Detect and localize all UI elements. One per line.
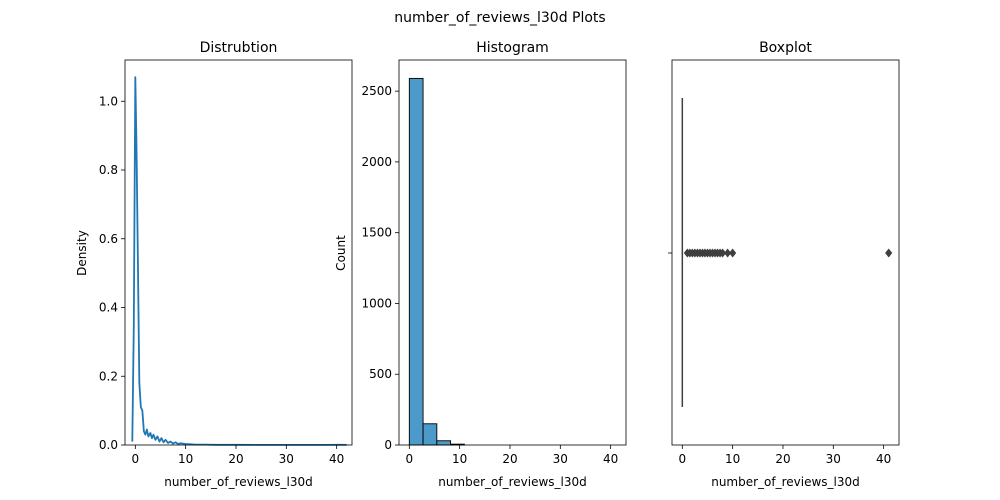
boxplot-outlier: [718, 248, 727, 258]
distribution-ytick-label: 0.0: [99, 438, 118, 452]
distribution-xtick-label: 20: [228, 452, 243, 466]
distribution-panel: Distrubtion 0 10 20 30 400.00.20.40.60.81.0 …: [75, 40, 353, 489]
distribution-ytick-label: 0.2: [99, 369, 118, 383]
distribution-ylabel: Density: [75, 230, 89, 276]
histogram-xtick-label: 20: [502, 452, 517, 466]
histogram-title: Histogram: [476, 40, 549, 56]
distribution-xtick-label: 10: [178, 452, 193, 466]
histogram-plot-area: 0 10 20 30 40 0 500 1000 1500 2000 2500: [361, 59, 627, 466]
histogram-panel: Histogram 0 10 20 30 4005001000150020002500 …: [334, 40, 627, 489]
histogram-ytick-label: 0: [384, 438, 392, 452]
density-curve: [131, 76, 347, 446]
histogram-bar: [408, 77, 424, 446]
distribution-title: Distrubtion: [200, 40, 278, 56]
histogram-axes-frame: [398, 59, 627, 446]
figure-suptitle: number_of_reviews_l30d Plots: [394, 10, 605, 26]
histogram-xtick-label: 30: [553, 452, 568, 466]
distribution-plot-area: 0 10 20 30 40 0.0 0.2 0.4 0.6 0.8 1.0: [99, 59, 353, 466]
distribution-xlabel: number_of_reviews_l30d: [164, 475, 313, 489]
boxplot-title: Boxplot: [759, 40, 812, 56]
histogram-xtick-label: 10: [452, 452, 467, 466]
histogram-ytick-label: 2500: [361, 84, 392, 98]
boxplot-xtick-label: 30: [826, 452, 841, 466]
boxplot-xlabel: number_of_reviews_l30d: [711, 475, 860, 489]
distribution-ytick-label: 0.8: [99, 163, 118, 177]
boxplot-xtick-label: 0: [678, 452, 686, 466]
histogram-bar: [436, 440, 452, 446]
boxplot-plot-area: 0 10 20 30 40: [668, 59, 900, 466]
distribution-ytick-label: 0.4: [99, 301, 118, 315]
histogram-bar: [422, 423, 438, 446]
distribution-xtick-label: 30: [279, 452, 294, 466]
histogram-xtick-label: 0: [405, 452, 413, 466]
histogram-xtick-label: 40: [603, 452, 618, 466]
distribution-xtick-label: 40: [329, 452, 344, 466]
boxplot-outlier: [885, 248, 893, 258]
histogram-ytick-label: 1000: [361, 296, 392, 310]
boxplot-axes-frame: [671, 59, 900, 446]
boxplot-panel: Boxplot 0 10 20 30 40 number_of_reviews_l30d: [668, 40, 900, 489]
distribution-ytick-label: 1.0: [99, 94, 118, 108]
boxplot-outlier: [729, 248, 737, 258]
boxplot-xtick-label: 20: [775, 452, 790, 466]
histogram-xlabel: number_of_reviews_l30d: [438, 475, 587, 489]
histogram-ytick-label: 500: [369, 367, 392, 381]
histogram-ylabel: Count: [334, 235, 348, 271]
boxplot-outlier: [724, 248, 732, 258]
boxplot-xtick-label: 40: [876, 452, 891, 466]
distribution-axes-frame: [124, 59, 353, 446]
distribution-xtick-label: 0: [131, 452, 139, 466]
boxplot-xtick-label: 10: [725, 452, 740, 466]
histogram-ytick-label: 2000: [361, 155, 392, 169]
histogram-ytick-label: 1500: [361, 226, 392, 240]
distribution-ytick-label: 0.6: [99, 232, 118, 246]
